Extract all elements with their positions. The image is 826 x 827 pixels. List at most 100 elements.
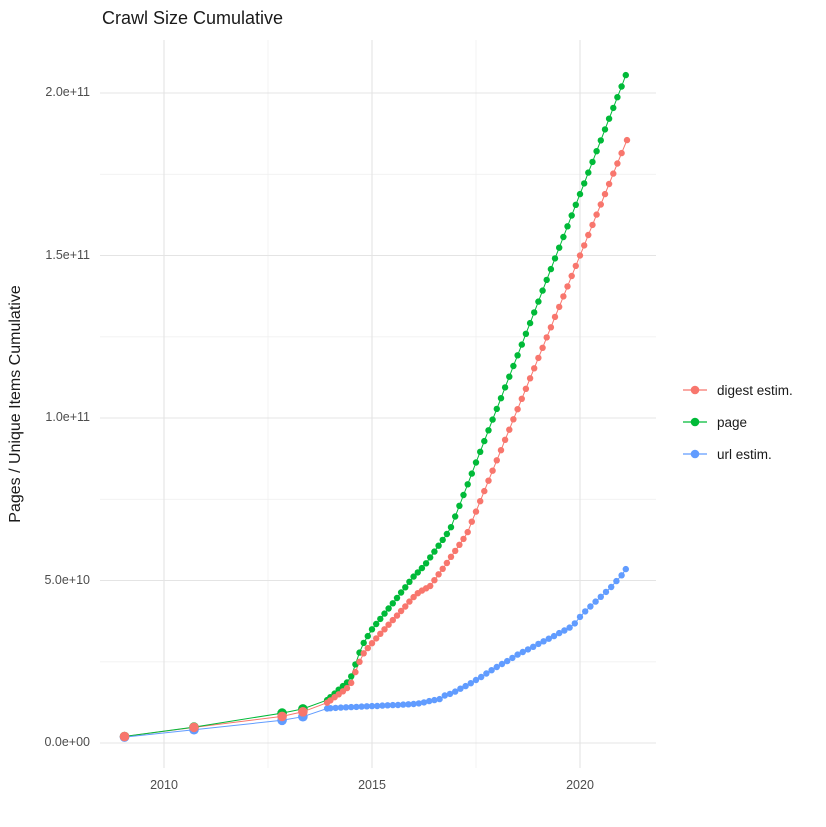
data-point [460, 535, 467, 543]
data-point [540, 638, 547, 645]
data-point [581, 242, 588, 249]
y-tick-label: 5.0e+10 [44, 572, 90, 587]
data-point [435, 542, 442, 549]
data-point [530, 643, 537, 650]
data-point [497, 395, 505, 402]
data-point [420, 699, 428, 706]
data-point [613, 577, 620, 585]
data-point [561, 627, 568, 634]
data-point [446, 690, 454, 698]
data-point [364, 644, 371, 652]
data-point [543, 276, 550, 284]
data-point [477, 498, 484, 505]
data-point [472, 508, 480, 515]
data-point [550, 632, 558, 640]
data-point [472, 676, 480, 684]
data-point [531, 365, 538, 372]
data-point [343, 684, 351, 692]
data-point [277, 711, 287, 722]
legend-item-page: page [682, 406, 793, 438]
data-point [381, 626, 388, 633]
data-point [587, 603, 594, 610]
data-point [510, 416, 517, 423]
data-point [589, 158, 596, 166]
data-point [597, 137, 604, 144]
data-point [576, 190, 584, 198]
data-point [394, 701, 402, 709]
data-point [360, 639, 367, 647]
data-point [497, 447, 505, 454]
data-point [556, 244, 563, 251]
data-point [498, 660, 506, 668]
data-point [439, 565, 446, 572]
series-line-digest-estim- [124, 139, 628, 737]
data-point [384, 702, 391, 709]
data-point [610, 104, 617, 112]
data-point [506, 426, 513, 433]
data-point [510, 362, 517, 370]
data-point [436, 695, 443, 703]
data-point [572, 262, 579, 270]
data-point [571, 620, 578, 627]
data-point [601, 190, 609, 198]
x-tick-label: 2015 [358, 778, 386, 792]
data-point [514, 406, 521, 413]
data-point [560, 293, 567, 300]
data-point [368, 640, 376, 647]
series-line-url-estim- [124, 568, 627, 738]
data-point [342, 704, 350, 711]
data-point [439, 536, 446, 544]
data-point [452, 513, 459, 520]
y-tick-label: 0.0e+00 [44, 735, 90, 749]
data-point [576, 252, 584, 259]
data-point [373, 635, 380, 642]
data-point [358, 703, 365, 710]
data-point [478, 673, 485, 681]
data-point [605, 180, 613, 188]
data-point [452, 547, 459, 555]
data-point [501, 384, 509, 391]
data-point [489, 416, 496, 423]
data-point [337, 704, 344, 711]
data-point [189, 722, 199, 733]
data-point [618, 83, 625, 90]
data-point [443, 559, 451, 567]
data-point [581, 180, 588, 187]
data-point [556, 303, 563, 311]
data-point [597, 201, 604, 208]
data-point [422, 560, 430, 567]
data-point [622, 71, 629, 79]
chart-title: Crawl Size Cumulative [102, 8, 284, 28]
data-point [377, 615, 384, 623]
data-point [468, 470, 475, 477]
data-point [585, 231, 592, 239]
data-point [456, 502, 463, 509]
data-point [353, 703, 360, 711]
legend-key-icon [683, 385, 707, 395]
data-point [427, 582, 434, 590]
data-point [435, 571, 442, 578]
data-point [402, 603, 409, 610]
data-point [373, 620, 380, 628]
data-point [485, 477, 492, 484]
data-point [368, 626, 376, 633]
data-point [379, 702, 386, 709]
data-point [393, 594, 401, 602]
legend-key-icon [683, 449, 707, 459]
data-point [464, 528, 471, 536]
data-point [522, 385, 530, 392]
data-point [568, 212, 575, 219]
data-point [614, 160, 621, 167]
data-point [535, 298, 542, 305]
data-point [374, 702, 381, 710]
data-point [415, 700, 422, 707]
data-point [393, 612, 401, 619]
data-point [589, 221, 596, 229]
data-point [543, 334, 550, 341]
data-point [618, 572, 625, 579]
data-point [368, 702, 376, 710]
plot-panel [100, 40, 656, 768]
data-point [410, 593, 417, 601]
data-point [493, 663, 500, 671]
